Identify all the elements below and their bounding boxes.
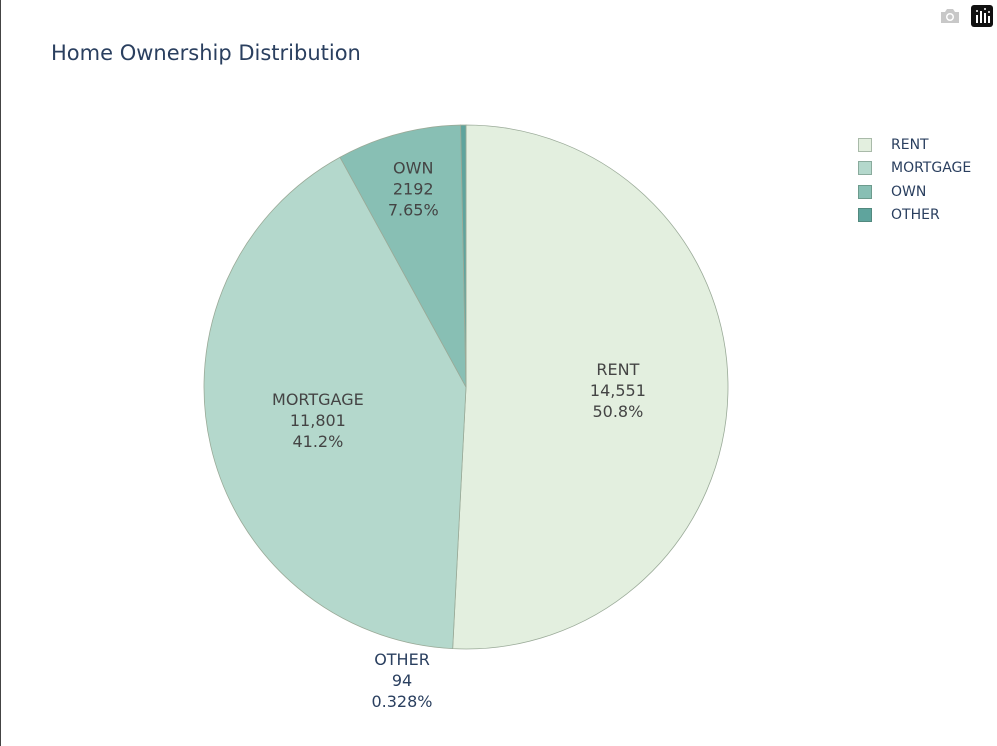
legend-swatch-rent [858, 137, 872, 152]
slice-label-percent-mortgage: 41.2% [292, 432, 343, 451]
legend-swatch-mortgage [858, 161, 872, 176]
chart-title: Home Ownership Distribution [51, 41, 361, 65]
plotly-logo-icon[interactable] [970, 4, 994, 28]
slice-label-percent-rent: 50.8% [592, 402, 643, 421]
slice-label-value-own: 2192 [393, 180, 434, 199]
pie-slice-other[interactable] [460, 124, 467, 388]
pie-slice-mortgage[interactable] [203, 156, 467, 650]
legend-label-mortgage: MORTGAGE [891, 160, 972, 177]
slice-label-mortgage: MORTGAGE 11,801 41.2% [272, 390, 364, 451]
pie-slice-rent[interactable] [452, 124, 729, 650]
slice-label-value-rent: 14,551 [590, 381, 646, 400]
legend-item-other[interactable]: OTHER [858, 204, 971, 228]
slice-label-rent: RENT 14,551 50.8% [590, 360, 646, 421]
slice-label-category-rent: RENT [596, 360, 639, 379]
legend-label-other: OTHER [891, 207, 940, 224]
legend-item-mortgage[interactable]: MORTGAGE [858, 157, 971, 181]
pie-slice-own[interactable] [339, 124, 467, 388]
legend-label-own: OWN [891, 183, 927, 200]
slice-label-percent-other: 0.328% [371, 692, 432, 711]
legend: RENT MORTGAGE OWN OTHER [858, 133, 971, 227]
slice-label-category-own: OWN [393, 159, 433, 178]
legend-swatch-other [858, 208, 872, 223]
legend-item-own[interactable]: OWN [858, 180, 971, 204]
legend-label-rent: RENT [891, 136, 929, 153]
slice-label-category-mortgage: MORTGAGE [272, 390, 364, 409]
legend-swatch-own [858, 184, 872, 199]
slice-label-percent-own: 7.65% [388, 201, 439, 220]
slice-label-value-mortgage: 11,801 [290, 411, 346, 430]
slice-label-other: OTHER 94 0.328% [371, 650, 432, 711]
slice-label-category-other: OTHER [374, 650, 430, 669]
camera-icon[interactable] [938, 4, 962, 28]
left-border [0, 0, 1, 746]
slice-label-value-other: 94 [392, 671, 412, 690]
slice-label-own: OWN 2192 7.65% [388, 159, 439, 220]
modebar [938, 4, 994, 28]
legend-item-rent[interactable]: RENT [858, 133, 971, 157]
